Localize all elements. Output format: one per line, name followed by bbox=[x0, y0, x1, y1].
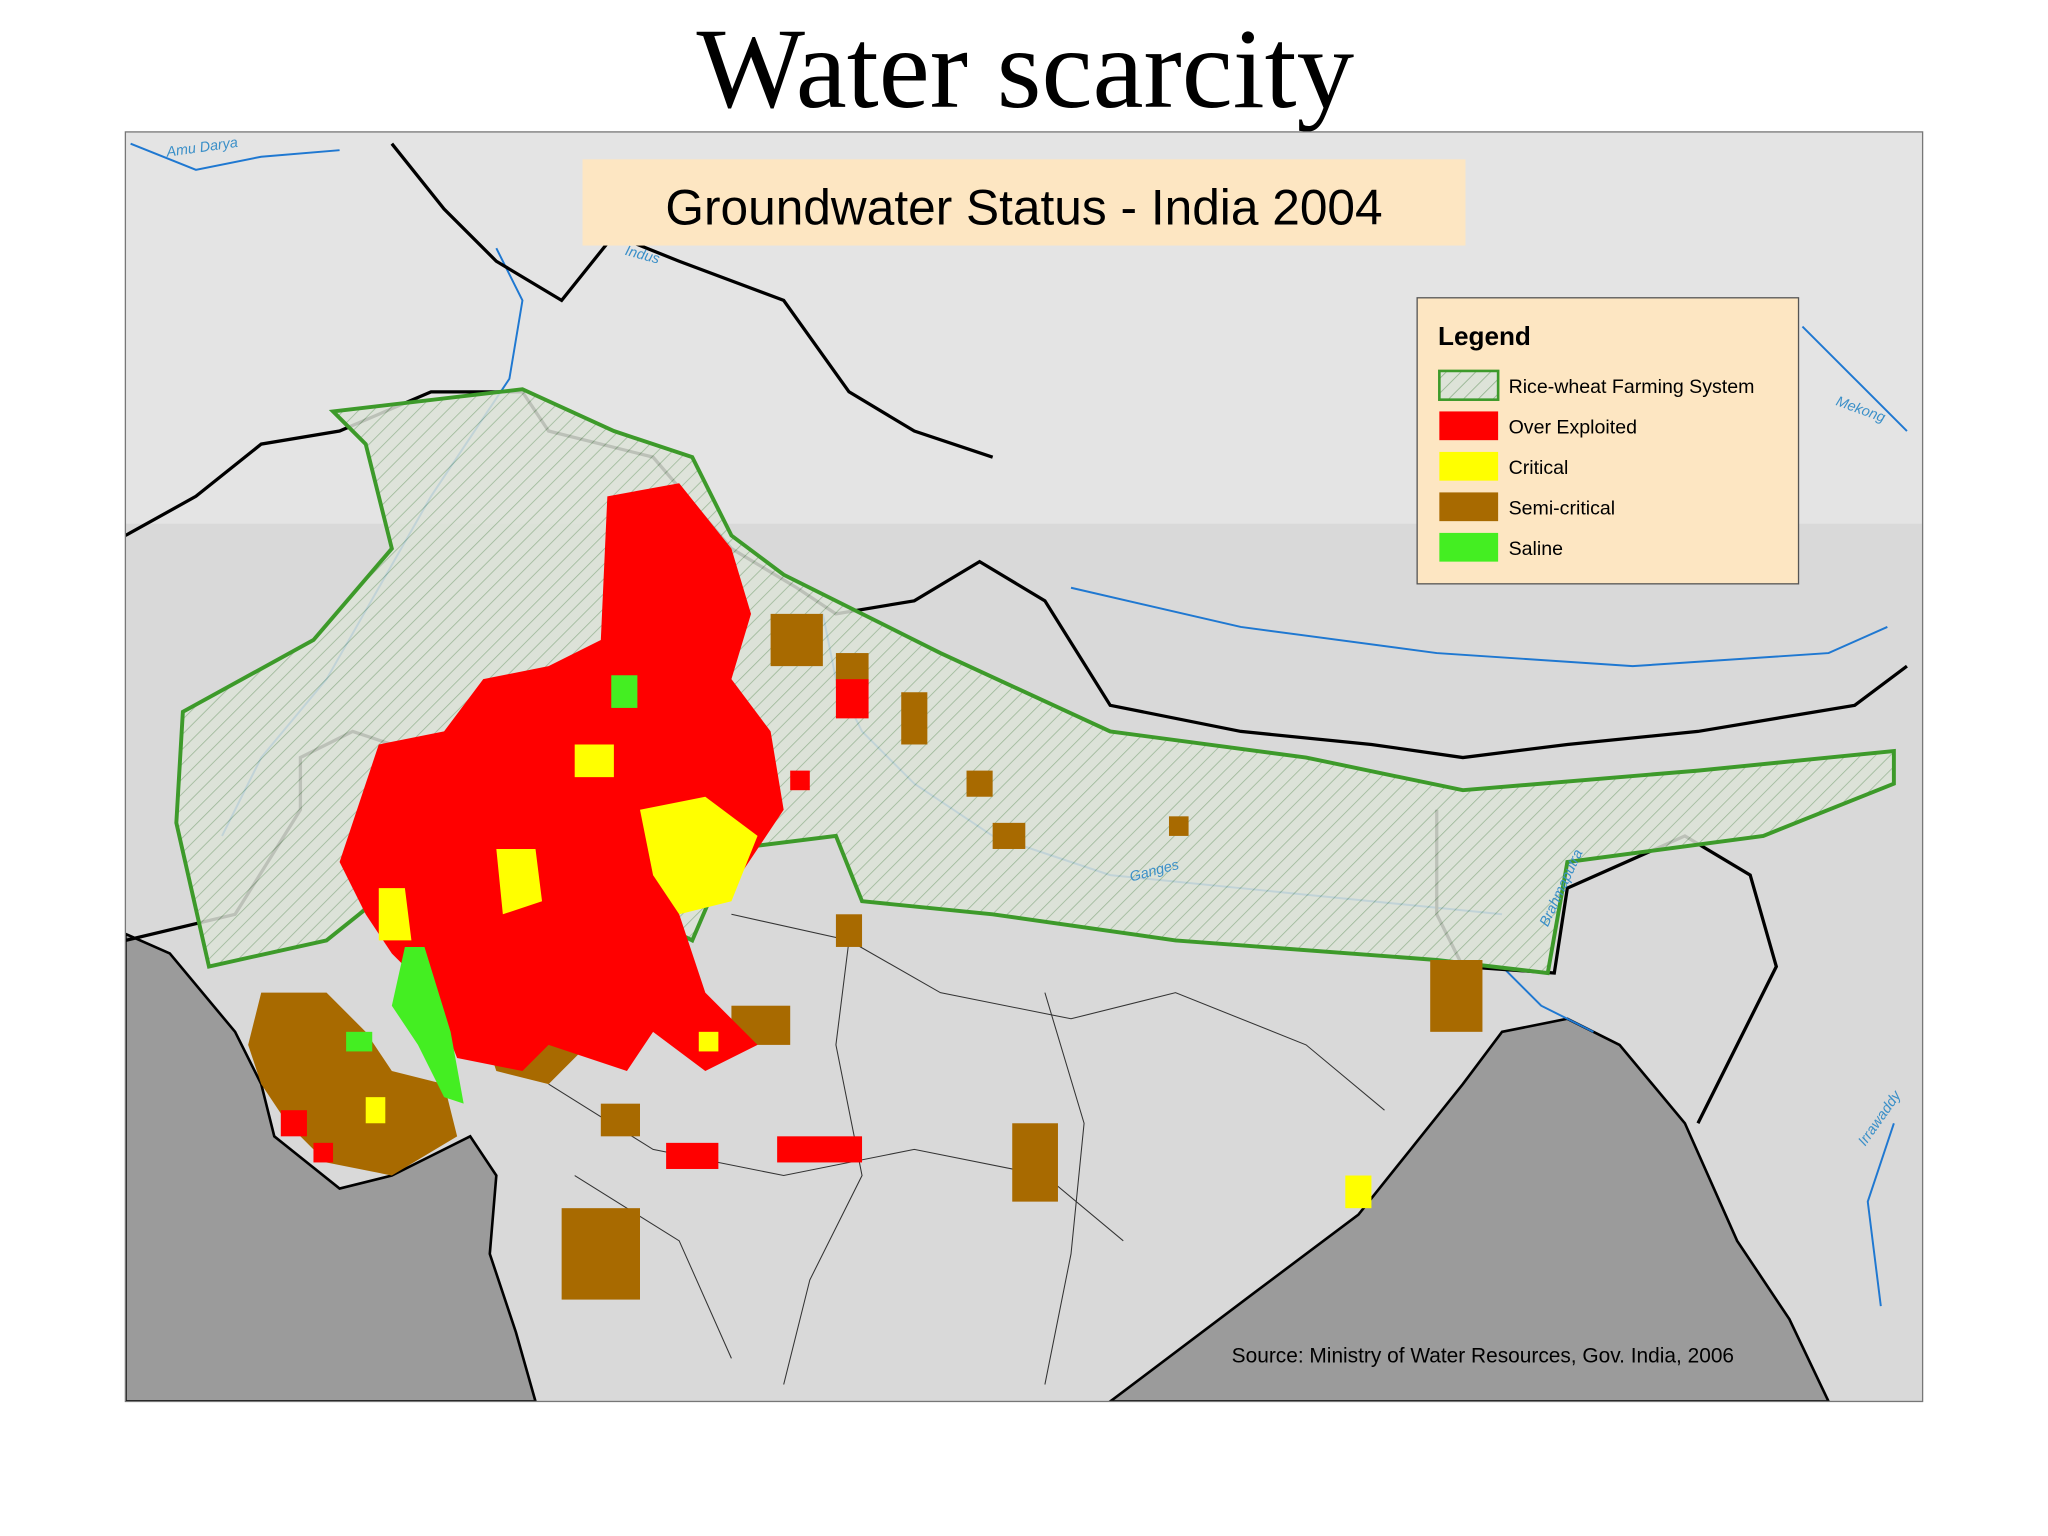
legend-label: Critical bbox=[1509, 457, 1569, 479]
legend-title: Legend bbox=[1438, 321, 1531, 351]
slide-title: Water scarcity bbox=[697, 5, 1355, 132]
arabian-sea bbox=[125, 932, 537, 1402]
legend-label: Rice-wheat Farming System bbox=[1509, 376, 1755, 398]
legend-swatch bbox=[1439, 411, 1499, 441]
legend: Legend Rice-wheat Farming System Over Ex… bbox=[1416, 297, 1800, 585]
over-exploited-areas bbox=[280, 483, 869, 1169]
legend-label: Semi-critical bbox=[1509, 498, 1616, 520]
legend-swatch bbox=[1439, 451, 1499, 481]
map: Amu Darya Indus Mekong Ganges Brahmaputr… bbox=[125, 131, 1923, 1402]
legend-swatch bbox=[1439, 532, 1499, 562]
saline-areas bbox=[346, 675, 638, 1104]
critical-areas bbox=[365, 744, 1372, 1209]
map-title-box bbox=[582, 159, 1466, 246]
legend-swatch bbox=[1438, 369, 1500, 401]
legend-label: Over Exploited bbox=[1509, 417, 1637, 439]
source-note: Source: Ministry of Water Resources, Gov… bbox=[1232, 1344, 1734, 1367]
legend-swatch bbox=[1439, 492, 1499, 522]
map-frame bbox=[124, 131, 1924, 1403]
map-title: Groundwater Status - India 2004 bbox=[665, 180, 1382, 236]
legend-label: Saline bbox=[1509, 538, 1564, 560]
